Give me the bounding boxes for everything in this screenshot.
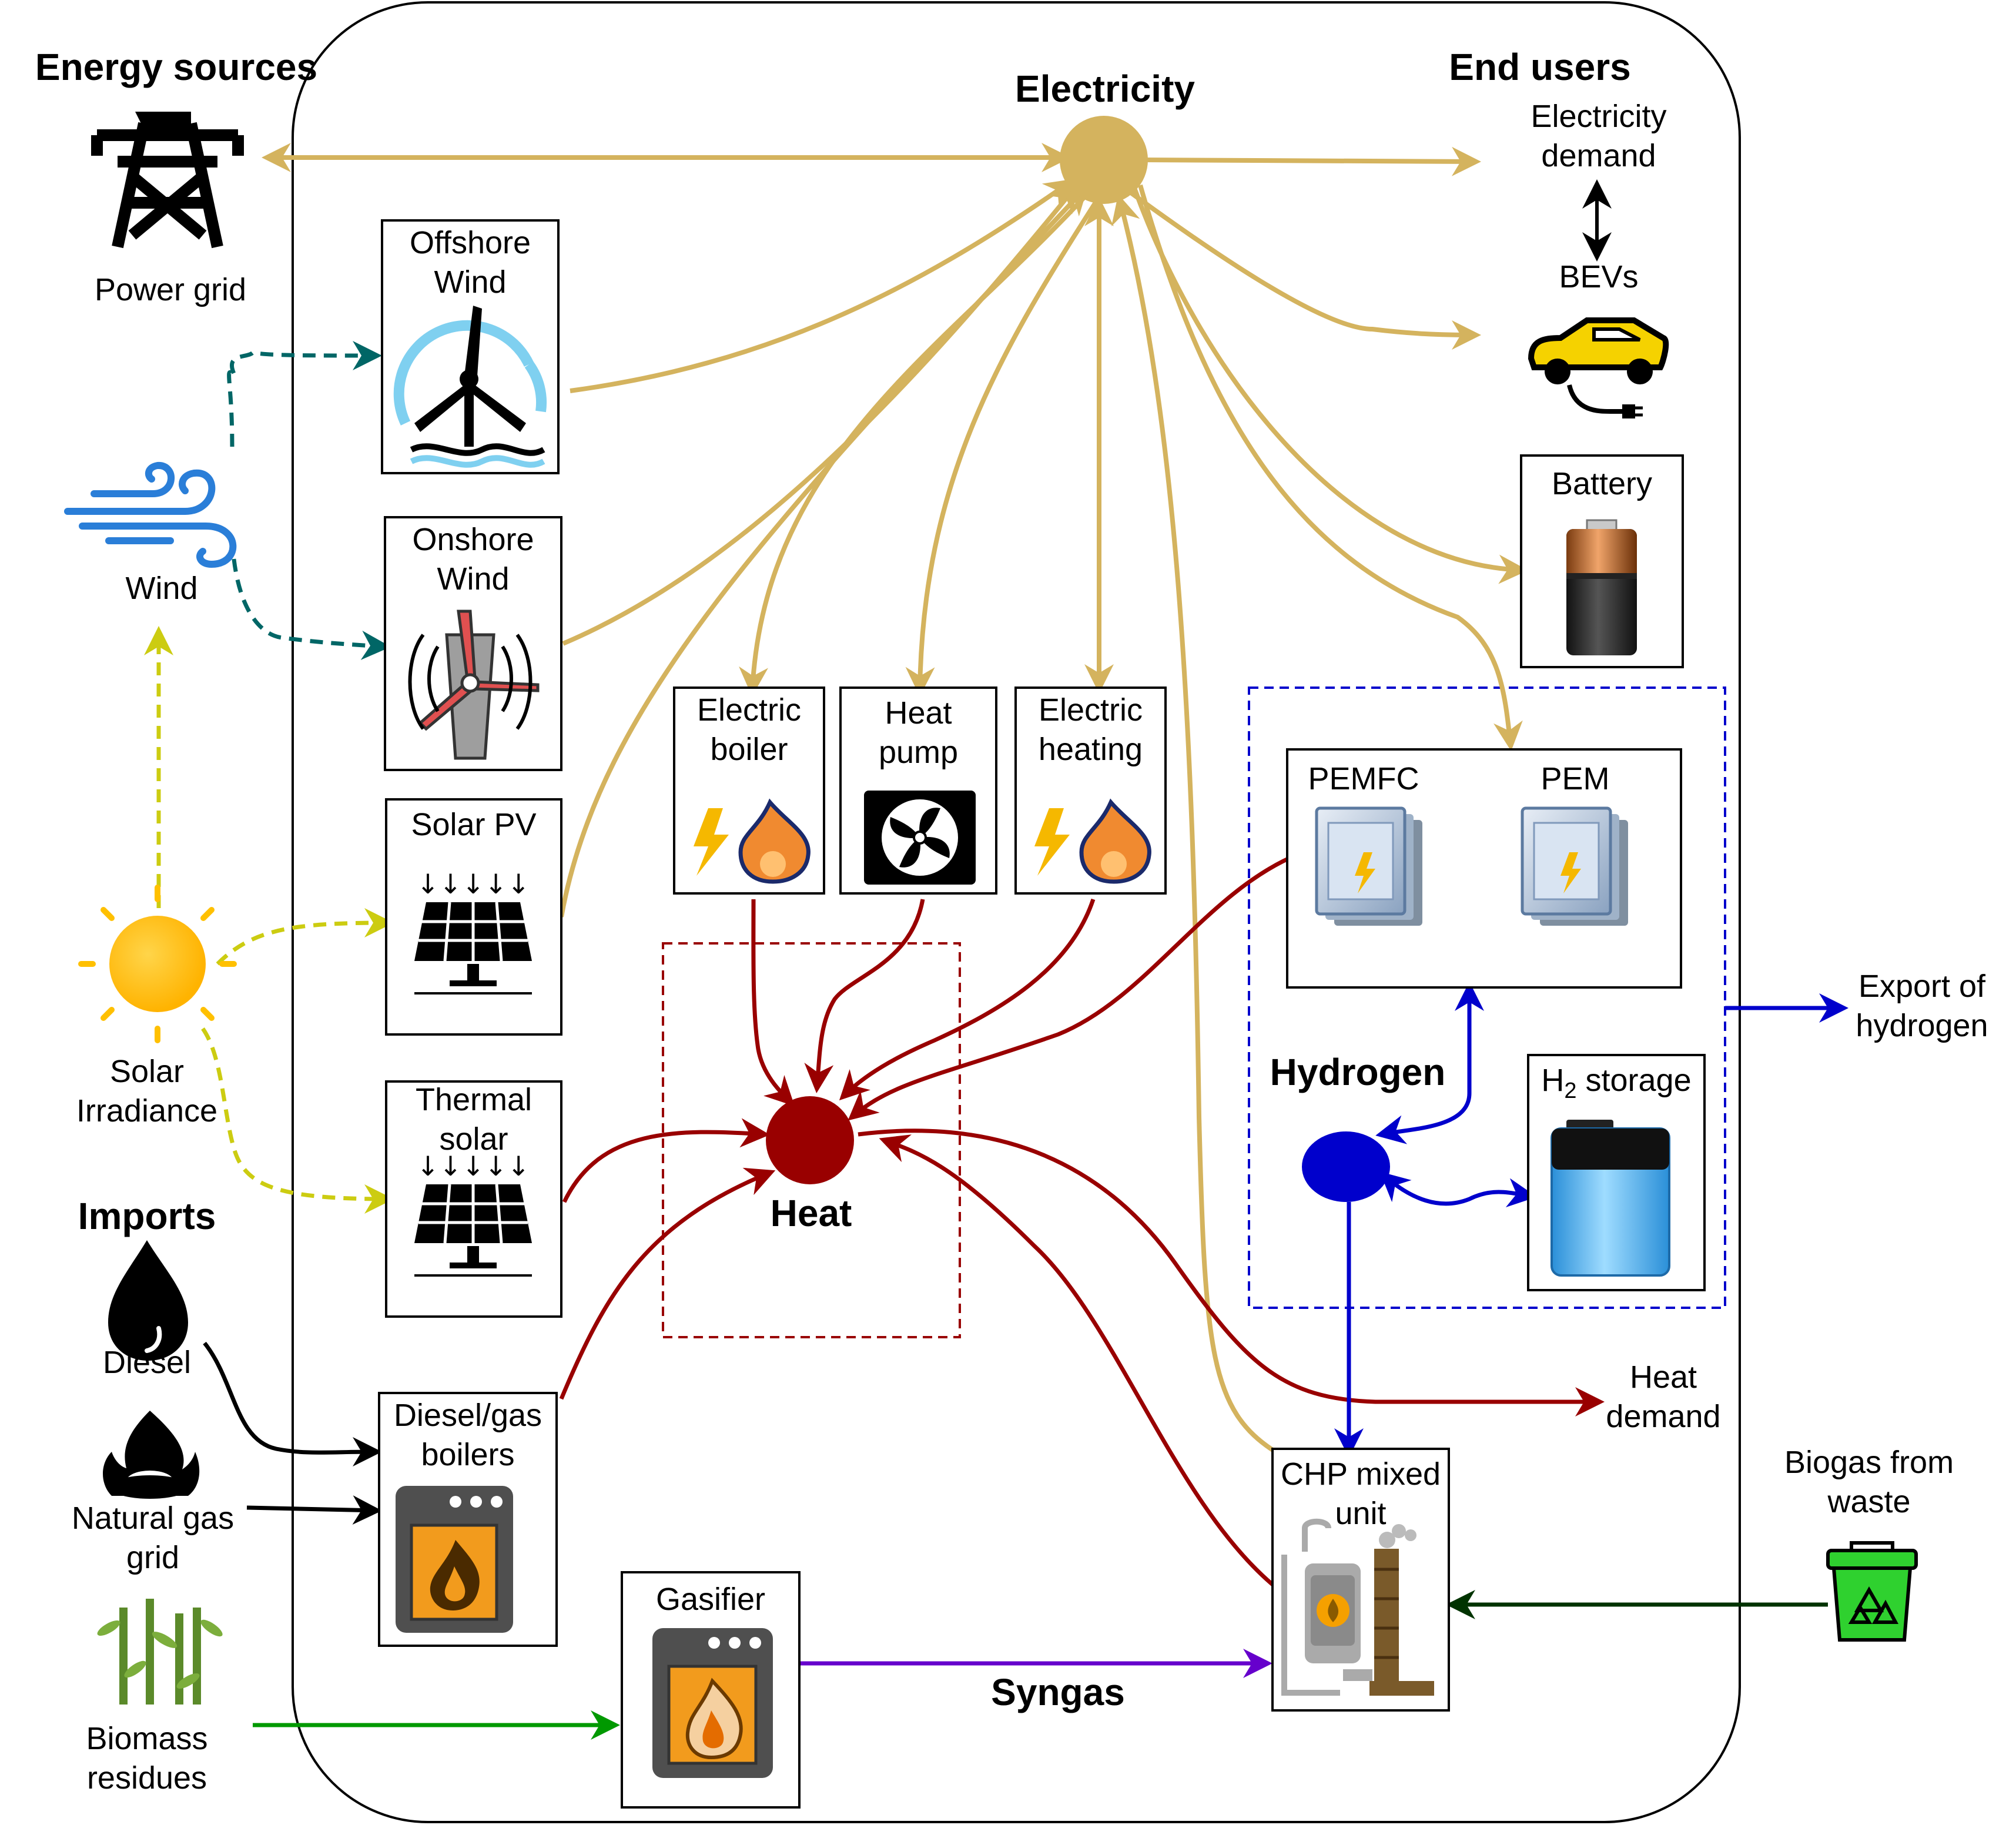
solar-irradiance-label: Solar Irradiance: [76, 1054, 218, 1129]
component-boxes: [378, 219, 1706, 1809]
electric-boiler-icon: [694, 798, 811, 884]
hydrogen-flows: [1334, 982, 1848, 1458]
natural-gas-flame-icon: [103, 1411, 200, 1499]
pem-stack-icon: [1521, 806, 1628, 926]
end-users-heading: End users: [1449, 46, 1631, 88]
offshore-wind-label: Offshore Wind: [409, 225, 531, 300]
gasifier-oven-icon: [652, 1628, 773, 1778]
heat-hub: [766, 1096, 854, 1184]
sun-icon: [78, 885, 237, 1043]
electric-heating-label: Electric heating: [1038, 692, 1143, 767]
heat-pump-icon: [864, 791, 976, 885]
electricity-demand-label: Electricity demand: [1531, 99, 1667, 173]
biomass-bamboo-icon: [119, 1599, 201, 1705]
electric-heating-icon: [1034, 798, 1151, 884]
diesel-drop-icon: [108, 1240, 188, 1361]
solar-pv-label: Solar PV: [411, 807, 537, 842]
h2-storage-tank-icon: [1550, 1120, 1670, 1277]
pem-label: PEM: [1541, 761, 1610, 796]
electricity-hub-label: Electricity: [1015, 68, 1195, 110]
solar-pv-panel-icon: ↓↓↓↓↓: [414, 868, 532, 994]
power-grid-label: Power grid: [94, 272, 247, 307]
biomass-label: Biomass residues: [86, 1721, 208, 1796]
battery-label: Battery: [1551, 466, 1653, 501]
hydrogen-hub-label: Hydrogen: [1270, 1051, 1446, 1093]
h2-storage-label: H2 storage: [1541, 1063, 1692, 1103]
solar-flows: [144, 626, 394, 1214]
electricity-hub: [1060, 116, 1148, 204]
heat-hub-label: Heat: [770, 1192, 852, 1234]
energy-sources-heading: Energy sources: [35, 46, 318, 88]
offshore-wind-turbine-icon: [393, 306, 547, 468]
gasifier-label: Gasifier: [655, 1582, 766, 1617]
biogas-waste-bin-icon: [1826, 1541, 1918, 1642]
bevs-label: BEVs: [1559, 259, 1639, 294]
diesel-gas-boiler-oven-icon: [396, 1486, 513, 1633]
onshore-wind-turbine-icon: [408, 610, 540, 760]
heat-demand-label: Heat demand: [1606, 1359, 1721, 1434]
chp-label: CHP mixed unit: [1280, 1456, 1441, 1531]
hydrogen-group-box: [1248, 687, 1726, 1309]
heat-flows: [559, 853, 1605, 1589]
syngas-label: Syngas: [991, 1671, 1125, 1713]
onshore-wind-label: Onshore Wind: [412, 522, 534, 597]
heat-pump-label: Heat pump: [878, 695, 959, 770]
biogas-label: Biogas from waste: [1784, 1445, 1954, 1519]
svg-text:↓↓↓↓↓: ↓↓↓↓↓: [417, 868, 530, 900]
heat-group-box: [662, 942, 961, 1338]
system-boundary: [292, 1, 1741, 1823]
pemfc-stack-icon: [1315, 806, 1422, 926]
bev-car-icon: [1528, 317, 1669, 418]
wind-flows: [227, 340, 391, 660]
biomass-bamboo-leaves: [97, 1619, 223, 1689]
import-flows: [203, 1341, 382, 1525]
export-hydrogen-label: Export of hydrogen: [1856, 969, 1988, 1043]
thermal-solar-label: Thermal solar: [415, 1082, 533, 1157]
wind-label: Wind: [125, 571, 198, 606]
svg-text:↓↓↓↓↓: ↓↓↓↓↓: [417, 1150, 530, 1182]
power-grid-icon: [91, 112, 244, 249]
chp-unit-icon: [1281, 1518, 1434, 1696]
wind-icon: [64, 462, 237, 568]
imports-heading: Imports: [78, 1195, 216, 1237]
natural-gas-label: Natural gas grid: [71, 1501, 235, 1575]
power-grid-icon-top: [144, 112, 191, 129]
electric-boiler-label: Electric boiler: [696, 692, 802, 767]
thermal-solar-panel-icon: ↓↓↓↓↓: [414, 1150, 532, 1277]
hydrogen-hub: [1302, 1131, 1390, 1202]
electricity-flows: [262, 143, 1528, 1454]
diesel-label: Diesel: [102, 1345, 192, 1380]
battery-icon: [1566, 519, 1637, 655]
pemfc-label: PEMFC: [1308, 761, 1419, 796]
diesel-gas-boilers-label: Diesel/gas boilers: [393, 1398, 542, 1472]
